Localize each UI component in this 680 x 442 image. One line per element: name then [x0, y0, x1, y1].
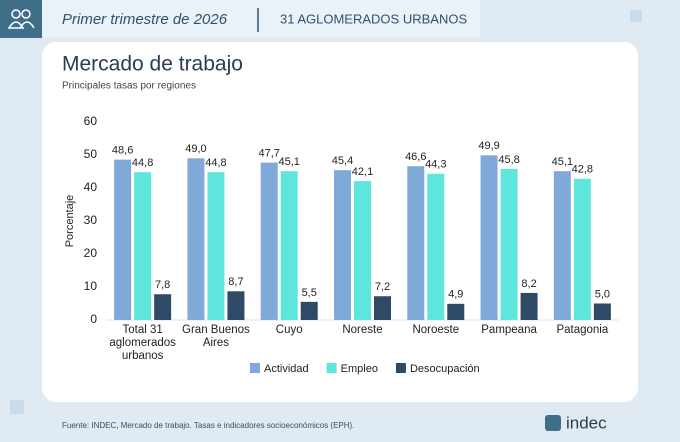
- header-scope: 31 AGLOMERADOS URBANOS: [280, 11, 467, 26]
- bar: [520, 292, 538, 320]
- x-tick-label: Patagonia: [556, 324, 609, 336]
- y-tick-label: 20: [84, 246, 98, 260]
- value-label: 45,8: [498, 154, 519, 166]
- x-tick-label: Pampeana: [481, 324, 537, 336]
- logo: indec: [566, 413, 607, 432]
- bar: [427, 173, 445, 320]
- bar: [260, 162, 278, 320]
- legend-label: Empleo: [341, 363, 378, 375]
- x-tick-label: Noroeste: [412, 324, 460, 336]
- value-label: 46,6: [405, 151, 426, 163]
- source: Fuente: INDEC, Mercado de trabajo. Tasas…: [62, 421, 354, 430]
- y-tick-label: 50: [84, 147, 98, 161]
- value-label: 49,0: [185, 143, 206, 155]
- value-label: 42,1: [352, 166, 373, 178]
- chart-title: Mercado de trabajo: [62, 53, 243, 76]
- bar: [480, 155, 498, 320]
- bar: [187, 158, 205, 320]
- bar: [207, 172, 225, 320]
- value-label: 45,4: [332, 155, 353, 167]
- header-bar: [0, 0, 480, 38]
- value-label: 45,1: [552, 156, 573, 168]
- y-tick-label: 10: [84, 279, 98, 293]
- legend-swatch: [395, 363, 406, 373]
- x-tick-label: Gran Buenos Aires: [182, 324, 250, 349]
- bar: [553, 171, 571, 320]
- y-axis-label: Porcentaje: [64, 195, 76, 248]
- decor: [10, 400, 24, 414]
- bar: [280, 171, 298, 320]
- value-label: 5,5: [302, 287, 317, 299]
- bar: [447, 303, 465, 320]
- legend-label: Desocupación: [410, 363, 480, 375]
- legend-label: Actividad: [264, 363, 309, 375]
- bar: [154, 294, 172, 320]
- value-label: 5,0: [595, 288, 610, 300]
- y-tick-label: 60: [84, 114, 98, 128]
- value-label: 47,7: [259, 147, 280, 159]
- value-label: 7,2: [375, 281, 390, 293]
- value-label: 48,6: [112, 145, 133, 157]
- bar: [500, 168, 518, 320]
- people-icon: [7, 9, 35, 29]
- bar: [227, 291, 245, 320]
- value-label: 4,9: [448, 289, 463, 301]
- legend-swatch: [326, 363, 337, 373]
- bar: [573, 178, 591, 320]
- y-tick-label: 0: [90, 312, 97, 326]
- bar: [593, 303, 611, 320]
- x-tick-label: Noreste: [342, 324, 383, 336]
- value-label: 7,8: [155, 279, 170, 291]
- x-tick-label: Total 31 aglomerados urbanos: [109, 324, 176, 362]
- bar: [334, 170, 351, 320]
- x-tick-label: Cuyo: [275, 324, 303, 336]
- value-label: 44,3: [425, 159, 446, 171]
- value-label: 8,2: [521, 278, 536, 290]
- y-tick-label: 40: [84, 180, 98, 194]
- logo-icon: [545, 415, 561, 431]
- value-label: 44,8: [205, 157, 226, 169]
- bar: [407, 166, 425, 320]
- bar: [114, 159, 132, 320]
- header-icon: [0, 0, 42, 38]
- header-period: Primer trimestre de 2026: [62, 11, 228, 28]
- value-label: 8,7: [228, 276, 243, 288]
- bar: [300, 301, 318, 320]
- bar: [354, 181, 371, 320]
- y-tick-label: 30: [84, 213, 98, 227]
- value-label: 45,1: [279, 156, 300, 168]
- bar: [134, 172, 152, 320]
- decor: [630, 10, 642, 22]
- chart-subtitle: Principales tasas por regiones: [62, 81, 196, 92]
- value-label: 42,8: [572, 164, 593, 176]
- value-label: 49,9: [478, 140, 499, 152]
- legend-swatch: [250, 363, 260, 373]
- bar: [374, 296, 391, 320]
- value-label: 44,8: [132, 157, 153, 169]
